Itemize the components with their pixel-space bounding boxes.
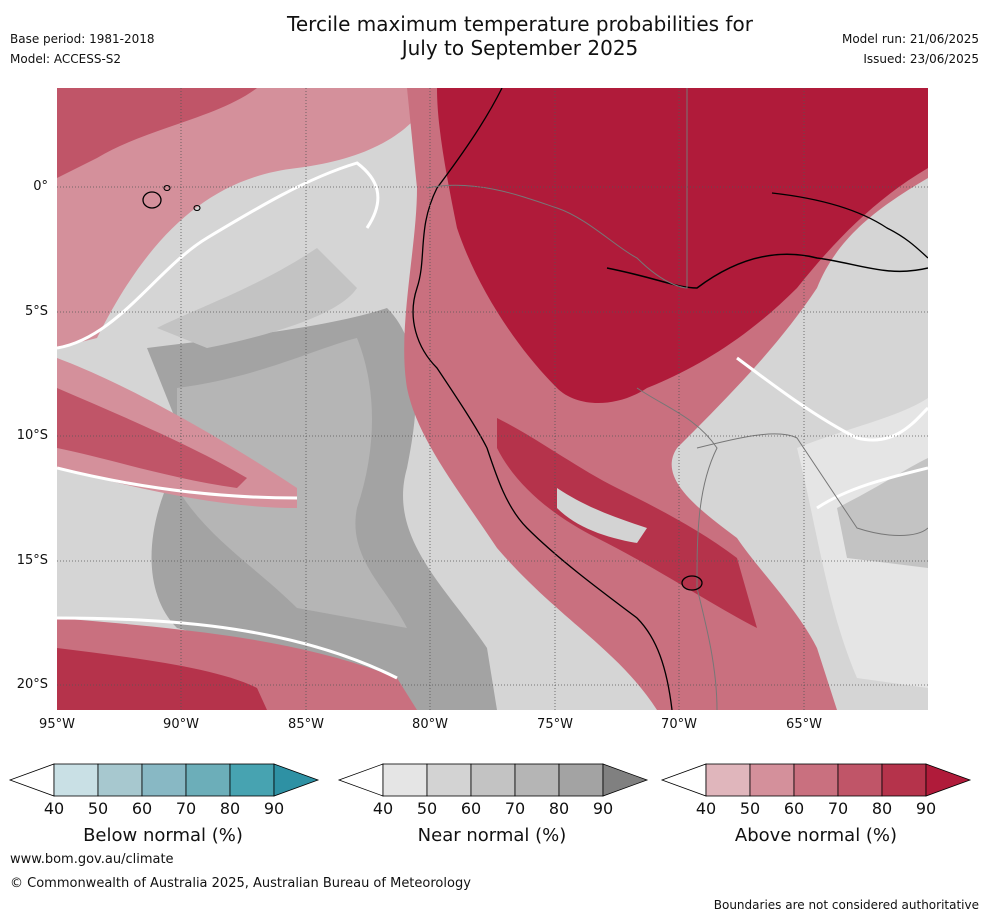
graticule [57,88,928,710]
below-tick-90: 90 [263,799,285,818]
below-tick-80: 80 [219,799,241,818]
above-normal-south-band-dark [57,648,267,710]
near-normal-70-zone [157,248,357,348]
lat-label-15s: 15°S [16,553,48,568]
below-cell-5 [229,763,275,797]
near-tick-90: 90 [592,799,614,818]
above-extension-high [925,763,972,797]
near-tick-40: 40 [372,799,394,818]
contour-line-east-2 [816,466,928,510]
above-cell-2 [749,763,795,797]
colorbar-above-normal [660,763,972,797]
amazon-river [606,253,928,289]
contour-line-east [736,356,928,442]
above-tick-50: 50 [739,799,761,818]
issued-date: Issued: 23/06/2025 [863,52,979,66]
above-normal-west-band-dark [57,388,247,488]
colorbar-near-normal [337,763,649,797]
copyright-notice: © Commonwealth of Australia 2025, Austra… [10,876,471,891]
above-cell-5 [881,763,927,797]
lon-label-85w: 85°W [288,717,324,732]
lon-label-80w: 80°W [412,717,448,732]
colorbar-below-normal [8,763,320,797]
lake-titicaca [681,575,703,591]
base-period: Base period: 1981-2018 [10,32,155,46]
colorbar-title-near: Near normal (%) [417,825,567,846]
coastline [412,88,673,710]
above-normal-north-ocean [57,88,437,348]
galapagos-islet-2 [193,204,201,212]
above-cell-1 [705,763,751,797]
below-extension-high [273,763,320,797]
meta-left: Base period: 1981-2018 Model: ACCESS-S2 [10,29,155,69]
meta-right: Model run: 21/06/2025 Issued: 23/06/2025 [842,29,979,69]
river-north [771,192,928,259]
above-extension-low [660,763,707,797]
lon-label-75w: 75°W [537,717,573,732]
near-cell-3 [470,763,516,797]
below-tick-50: 50 [87,799,109,818]
lat-label-20s: 20°S [16,677,48,692]
near-normal-andes-strip [557,488,647,543]
below-cell-3 [141,763,187,797]
contour-line-west [57,466,298,500]
contour-line-south [57,616,398,680]
title-line-2: July to September 2025 [401,36,639,60]
near-extension-low [337,763,384,797]
model-run: Model run: 21/06/2025 [841,32,979,46]
above-normal-west-band [57,358,297,508]
galapagos-island [142,191,162,209]
above-tick-90: 90 [915,799,937,818]
above-cell-4 [837,763,883,797]
below-extension-low [8,763,55,797]
near-tick-60: 60 [460,799,482,818]
lat-label-10s: 10°S [16,428,48,443]
above-tick-70: 70 [827,799,849,818]
lon-label-90w: 90°W [163,717,199,732]
below-tick-40: 40 [43,799,65,818]
contour-line-north [57,161,380,350]
near-cell-4 [514,763,560,797]
near-tick-70: 70 [504,799,526,818]
lon-label-95w: 95°W [39,717,75,732]
source-url: www.bom.gov.au/climate [10,852,174,867]
above-tick-40: 40 [695,799,717,818]
below-tick-60: 60 [131,799,153,818]
boundaries-disclaimer: Boundaries are not considered authoritat… [713,898,979,912]
colorbars [8,763,972,797]
colorbar-title-above: Above normal (%) [734,825,898,846]
near-normal-80-zone [177,338,407,628]
below-cell-4 [185,763,231,797]
lon-label-65w: 65°W [786,717,822,732]
model-name: Model: ACCESS-S2 [10,52,122,66]
probability-map [57,88,928,710]
lat-label-5s: 5°S [24,304,48,319]
below-cell-2 [97,763,143,797]
near-cell-5 [558,763,604,797]
border-colombia [426,88,688,289]
below-cell-1 [53,763,99,797]
near-normal-east-core [837,458,928,568]
above-tick-60: 60 [783,799,805,818]
map-title: Tercile maximum temperature probabilitie… [200,12,840,60]
near-cell-1 [382,763,428,797]
above-tick-80: 80 [871,799,893,818]
colorbar-title-below: Below normal (%) [83,825,243,846]
near-extension-high [602,763,649,797]
near-cell-2 [426,763,472,797]
lat-label-0: 0° [33,179,48,194]
title-line-1: Tercile maximum temperature probabilitie… [287,12,753,36]
near-tick-50: 50 [416,799,438,818]
above-normal-90-zone [437,88,928,403]
border-peru-bolivia [636,387,718,710]
lon-label-70w: 70°W [661,717,697,732]
galapagos-islet [163,184,171,192]
above-normal-north-ocean-dark [57,88,257,178]
border-bolivia-brazil [696,433,928,536]
above-cell-3 [793,763,839,797]
near-tick-80: 80 [548,799,570,818]
below-tick-70: 70 [175,799,197,818]
